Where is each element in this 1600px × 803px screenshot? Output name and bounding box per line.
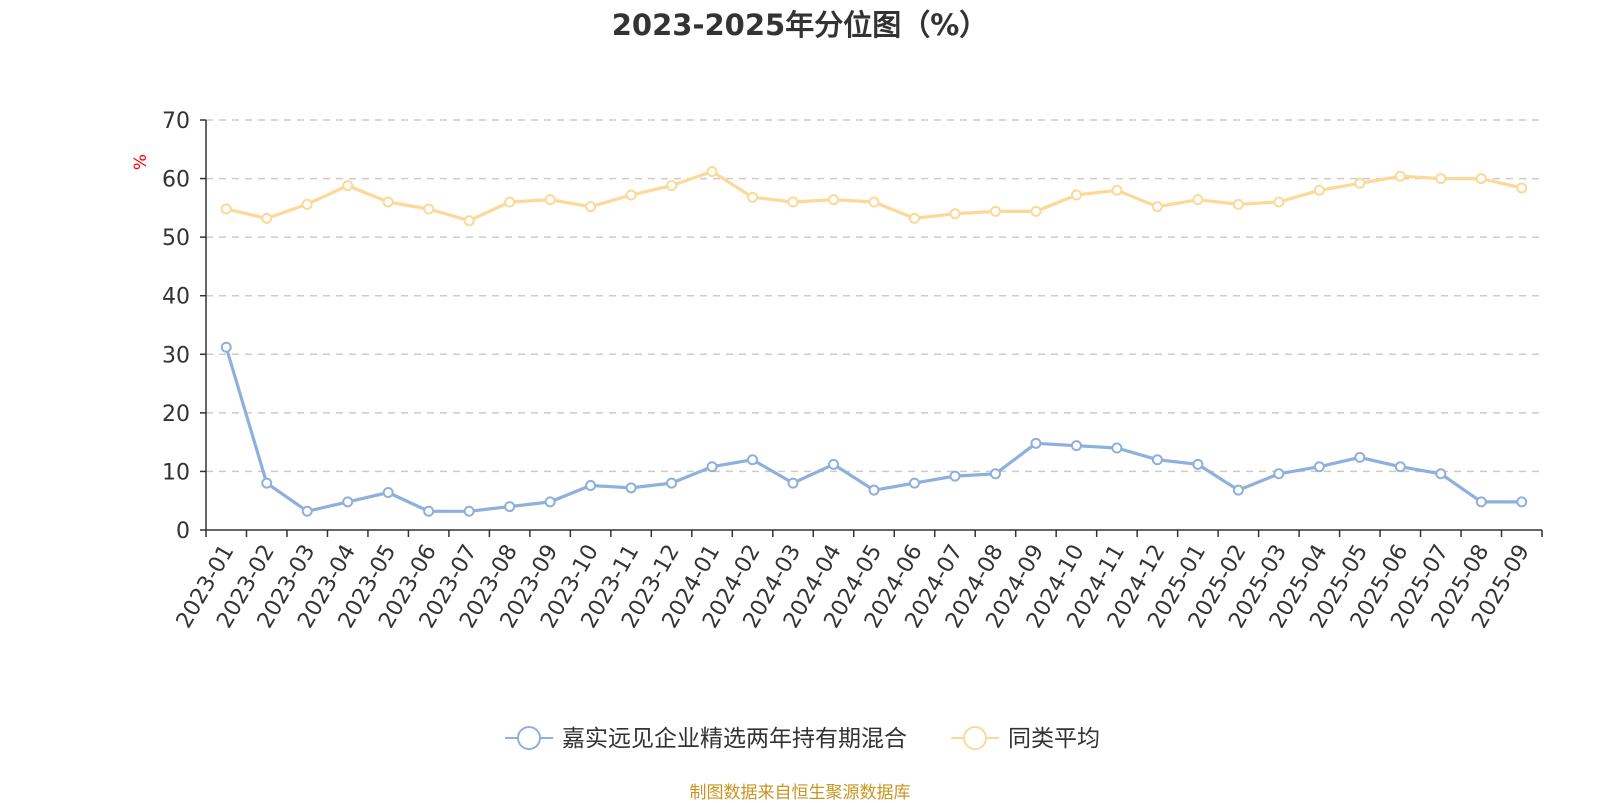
y-tick-label: 0 — [176, 519, 190, 544]
series-1-point[interactable] — [1313, 184, 1325, 196]
y-tick-label: 70 — [162, 109, 190, 134]
series-0-point[interactable] — [949, 470, 961, 482]
series-0-point[interactable] — [1192, 458, 1204, 470]
series-0-point[interactable] — [382, 487, 394, 499]
series-1-point[interactable] — [1273, 196, 1285, 208]
series-1-point[interactable] — [220, 203, 232, 215]
series-1-point[interactable] — [423, 203, 435, 215]
series-1-point[interactable] — [544, 194, 556, 206]
series-1-point[interactable] — [1516, 182, 1528, 194]
series-0-point[interactable] — [1111, 442, 1123, 454]
y-tick-label: 40 — [162, 285, 190, 310]
series-0-point[interactable] — [301, 505, 313, 517]
y-tick-label: 30 — [162, 343, 190, 368]
series-1-point[interactable] — [1111, 184, 1123, 196]
series-0-point[interactable] — [1070, 440, 1082, 452]
series-0-point[interactable] — [544, 496, 556, 508]
series-0-point[interactable] — [1475, 496, 1487, 508]
series-1-point[interactable] — [1475, 173, 1487, 185]
series-1-point[interactable] — [828, 194, 840, 206]
series-0-point[interactable] — [1151, 454, 1163, 466]
series-0-point[interactable] — [1273, 468, 1285, 480]
series-1-point[interactable] — [666, 180, 678, 192]
series-0-point[interactable] — [908, 477, 920, 489]
series-1-point[interactable] — [1151, 201, 1163, 213]
source-note: 制图数据来自恒生聚源数据库 — [689, 783, 911, 803]
y-tick-label: 50 — [162, 226, 190, 251]
series-1-point[interactable] — [1192, 194, 1204, 206]
y-axis-label: % — [131, 154, 151, 170]
series-0-point[interactable] — [1394, 461, 1406, 473]
series-1-point[interactable] — [949, 208, 961, 220]
chart-title: 2023-2025年分位图（%） — [611, 8, 989, 42]
series-0-point[interactable] — [868, 484, 880, 496]
series-0-point[interactable] — [1232, 484, 1244, 496]
legend: 嘉实远见企业精选两年持有期混合 同类平均 — [505, 726, 1100, 752]
series-0-point[interactable] — [1354, 451, 1366, 463]
series-1-point[interactable] — [1394, 170, 1406, 182]
series-0-point[interactable] — [1030, 437, 1042, 449]
series-0-point[interactable] — [625, 482, 637, 494]
series-1-point[interactable] — [342, 180, 354, 192]
y-tick-label: 20 — [162, 402, 190, 427]
series-1-point[interactable] — [747, 191, 759, 203]
series-0-point[interactable] — [828, 458, 840, 470]
legend-marker-0[interactable] — [517, 726, 541, 750]
y-tick-label: 60 — [162, 168, 190, 193]
series-0-point[interactable] — [1516, 496, 1528, 508]
series-1-point[interactable] — [504, 196, 516, 208]
series-0-point[interactable] — [504, 501, 516, 513]
series-1-point[interactable] — [463, 215, 475, 227]
series-0-point[interactable] — [423, 505, 435, 517]
series-0-point[interactable] — [787, 477, 799, 489]
series-1-point[interactable] — [1435, 173, 1447, 185]
series-0-point[interactable] — [220, 341, 232, 353]
series-0-point[interactable] — [989, 468, 1001, 480]
legend-marker-1[interactable] — [963, 726, 987, 750]
series-0-point[interactable] — [1313, 461, 1325, 473]
series-1-point[interactable] — [706, 166, 718, 178]
y-tick-label: 10 — [162, 460, 190, 485]
series-1-point[interactable] — [261, 212, 273, 224]
series-1-point[interactable] — [301, 198, 313, 210]
series-0-point[interactable] — [666, 477, 678, 489]
legend-label-0[interactable]: 嘉实远见企业精选两年持有期混合 — [562, 726, 907, 752]
series-1-point[interactable] — [382, 196, 394, 208]
series-0-point[interactable] — [747, 454, 759, 466]
series-1-point[interactable] — [908, 212, 920, 224]
series-1-point[interactable] — [989, 205, 1001, 217]
series-1-point[interactable] — [868, 196, 880, 208]
series-0-point[interactable] — [585, 479, 597, 491]
series-layer — [220, 166, 1528, 517]
series-1-point[interactable] — [1070, 189, 1082, 201]
series-1-point[interactable] — [1354, 177, 1366, 189]
series-1-point[interactable] — [1232, 198, 1244, 210]
series-0-point[interactable] — [1435, 468, 1447, 480]
gridlines — [206, 119, 1542, 473]
series-1-point[interactable] — [787, 196, 799, 208]
series-0-point[interactable] — [706, 461, 718, 473]
series-1-point[interactable] — [585, 201, 597, 213]
series-1-point[interactable] — [1030, 205, 1042, 217]
series-0-point[interactable] — [463, 505, 475, 517]
series-1-point[interactable] — [625, 189, 637, 201]
series-0-point[interactable] — [342, 496, 354, 508]
series-0-point[interactable] — [261, 477, 273, 489]
legend-label-1[interactable]: 同类平均 — [1008, 726, 1100, 752]
